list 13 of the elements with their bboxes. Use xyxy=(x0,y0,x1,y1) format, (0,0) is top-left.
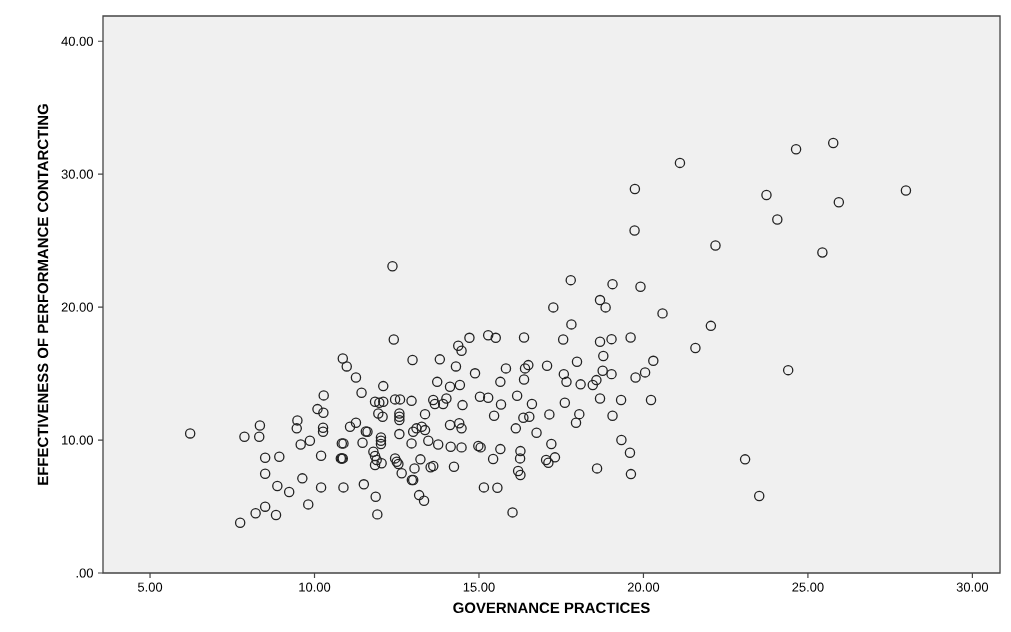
x-tick-label: 10.00 xyxy=(299,582,331,592)
y-tick-label: 30.00 xyxy=(61,169,93,179)
y-axis-title: EFFECTIVENESS OF PERFORMANCE CONTARCTING xyxy=(37,104,49,485)
x-tick-label: 20.00 xyxy=(627,582,660,592)
x-tick-label: 5.00 xyxy=(137,582,163,592)
x-tick-label: 30.00 xyxy=(956,582,989,592)
y-tick-label: .00 xyxy=(76,568,93,578)
x-axis-title: GOVERNANCE PRACTICES xyxy=(453,602,650,614)
x-tick-label: 25.00 xyxy=(792,582,824,592)
x-tick-label: 15.00 xyxy=(463,582,495,592)
y-tick-label: 20.00 xyxy=(61,302,93,312)
y-tick-label: 40.00 xyxy=(61,36,93,46)
y-tick-label: 10.00 xyxy=(62,435,93,445)
